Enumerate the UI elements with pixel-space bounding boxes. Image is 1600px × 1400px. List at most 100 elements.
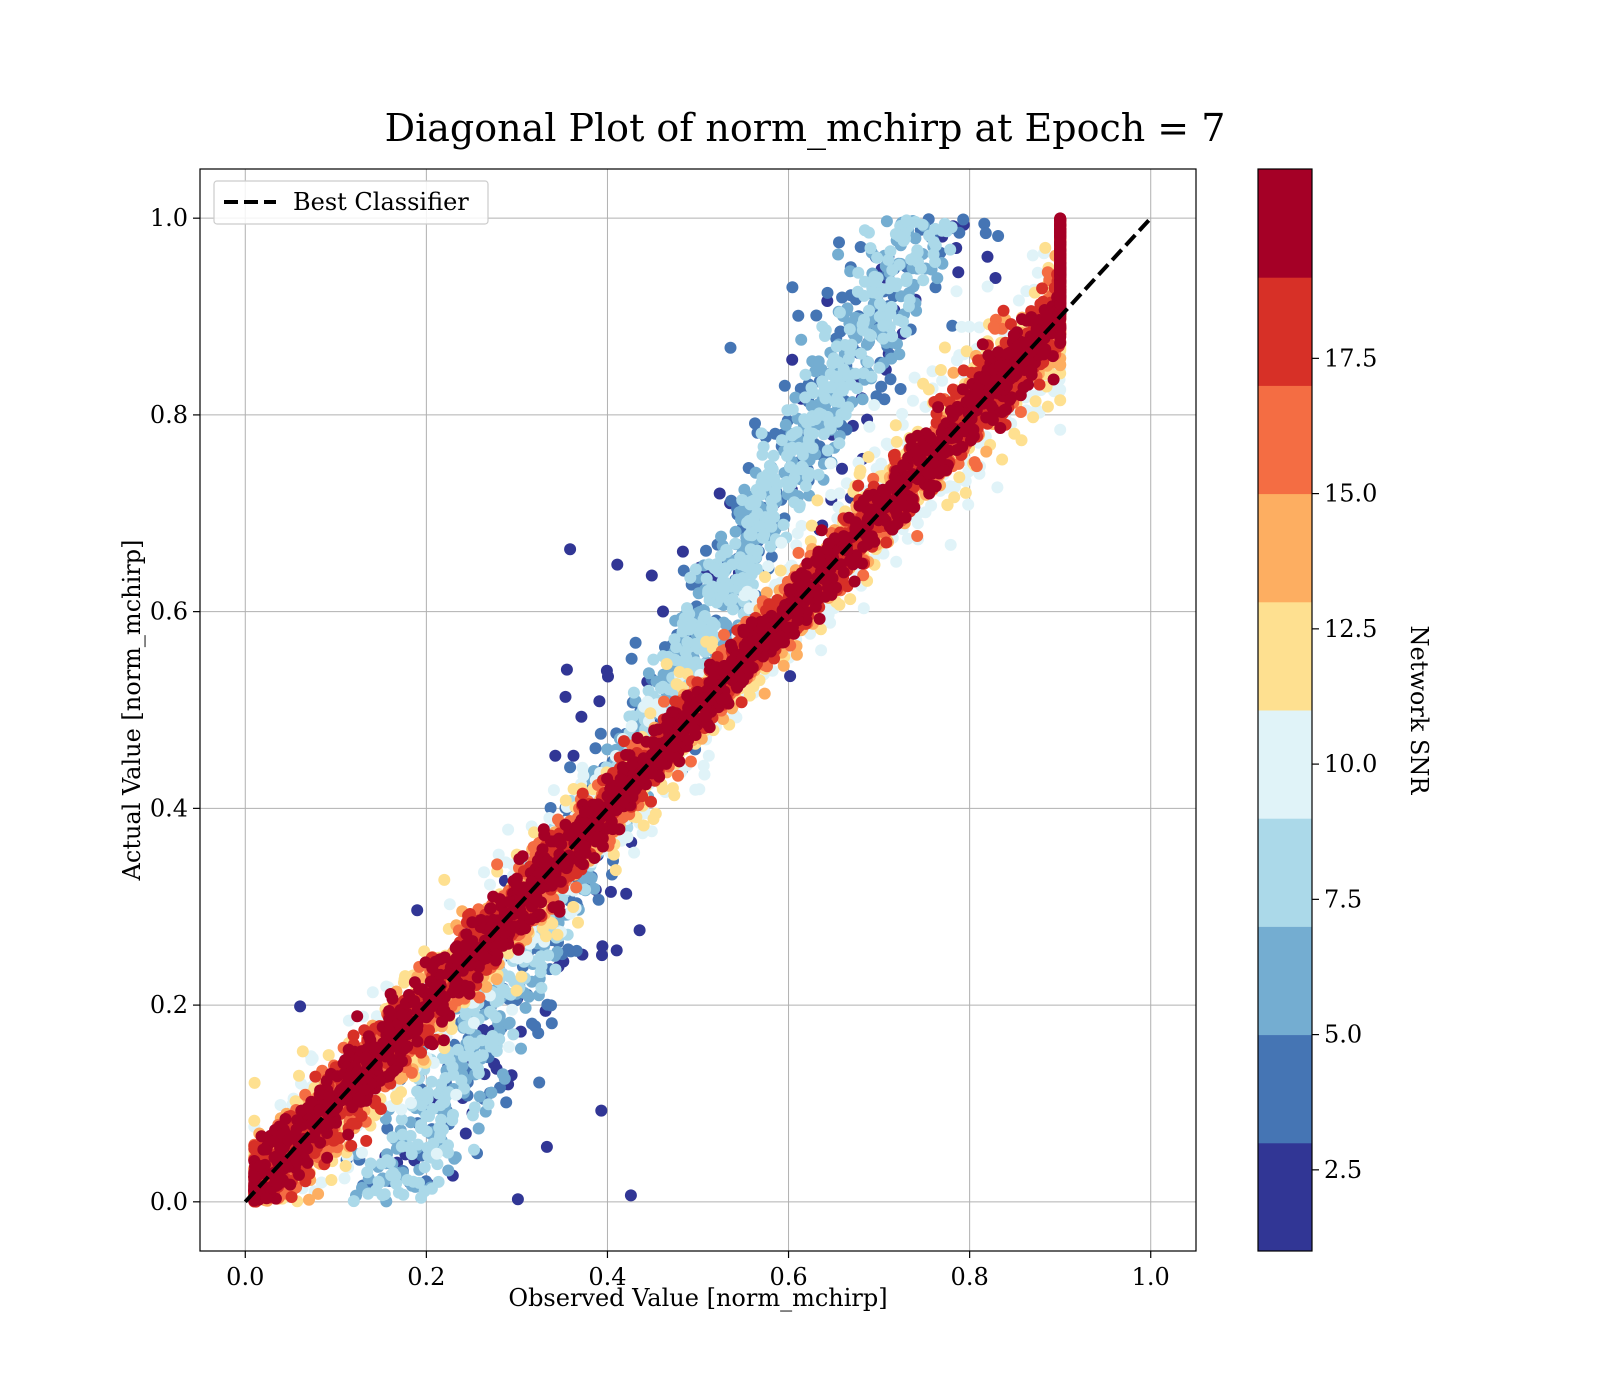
scatter-point [875,380,888,393]
scatter-point [425,1075,438,1088]
scatter-point [418,1161,431,1174]
scatter-point [468,1057,481,1070]
scatter-point [944,243,957,256]
scatter-point [765,550,778,563]
scatter-point [511,1193,524,1206]
scatter-point [325,1174,338,1186]
scatter-point [628,846,641,859]
scatter-point [593,695,606,708]
scatter-point [821,286,834,299]
scatter-point [485,1006,498,1019]
scatter-point [549,963,562,976]
scatter-point [864,242,877,255]
scatter-point [765,494,778,507]
scatter-point [559,690,572,703]
scatter-point [811,494,824,507]
scatter-point [515,1042,527,1055]
scatter-point [758,687,771,700]
scatter-point [775,536,788,549]
scatter-point [415,1191,428,1204]
scatter-point [1026,249,1039,262]
scatter-point [830,370,843,383]
scatter-point [789,464,802,477]
scatter-point [438,873,451,886]
scatter-point [938,341,951,354]
scatter-point [894,383,907,395]
scatter-point [833,236,845,249]
scatter-point [801,471,814,484]
scatter-point [627,686,640,699]
scatter-point [642,667,655,680]
scatter-point [927,248,940,261]
scatter-point [799,441,812,454]
scatter-point [882,253,895,266]
scatter-point [844,593,857,606]
scatter-point [968,456,981,469]
scatter-point [466,1109,479,1122]
scatter-point [781,404,794,417]
scatter-point [917,274,930,287]
scatter-point [551,928,564,941]
scatter-point [929,222,942,235]
scatter-point [248,1076,261,1089]
scatter-point [919,506,932,519]
scatter-point [767,449,780,462]
scatter-point [873,310,886,323]
scatter-point [880,215,893,228]
scatter-point [758,528,771,541]
scatter-point [1029,395,1042,408]
scatter-point [768,511,781,524]
scatter-point [729,525,742,538]
scatter-point [812,355,825,368]
scatter-point [854,241,867,253]
scatter-point [831,415,844,428]
scatter-point [421,1086,434,1099]
scatter-point [625,720,638,733]
scatter-point [789,391,802,404]
scatter-point [700,572,713,585]
scatter-point [627,710,640,723]
scatter-point [874,297,886,310]
scatter-point [865,370,878,383]
scatter-point [858,224,871,237]
scatter-point [805,400,818,412]
scatter-point [899,325,912,338]
scatter-point [877,332,890,345]
scatter-point [560,663,573,676]
scatter-point [585,872,598,885]
scatter-point [736,572,749,584]
scatter-point [717,581,730,594]
scatter-point [442,1164,455,1177]
scatter-point [938,217,951,230]
scatter-point [435,1113,448,1126]
scatter-point [890,435,903,448]
scatter-point [934,364,947,376]
scatter-point [506,1003,519,1016]
scatter-point [482,1098,495,1111]
scatter-point [303,1193,315,1206]
scatter-point [833,306,846,319]
scatter-point [979,227,992,240]
scatter-point [719,562,732,575]
scatter-point [1054,423,1067,436]
scatter-point [854,464,867,477]
scatter-point [693,626,706,639]
scatter-point [768,472,781,485]
scatter-point [502,823,515,836]
scatter-point [815,644,828,657]
scatter-point [947,366,960,379]
scatter-point [534,966,547,979]
scatter-point [446,1061,459,1074]
scatter-point [547,784,560,797]
scatter-point [981,250,994,263]
scatter-point [795,333,808,346]
scatter-point [777,659,790,672]
scatter-point [564,761,577,774]
scatter-point [862,451,875,463]
scatter-point [395,1086,407,1099]
scatter-point [917,377,930,390]
scatter-point [836,291,849,304]
scatter-point [604,885,617,898]
scatter-point [347,1195,360,1208]
scatter-point [549,749,562,762]
